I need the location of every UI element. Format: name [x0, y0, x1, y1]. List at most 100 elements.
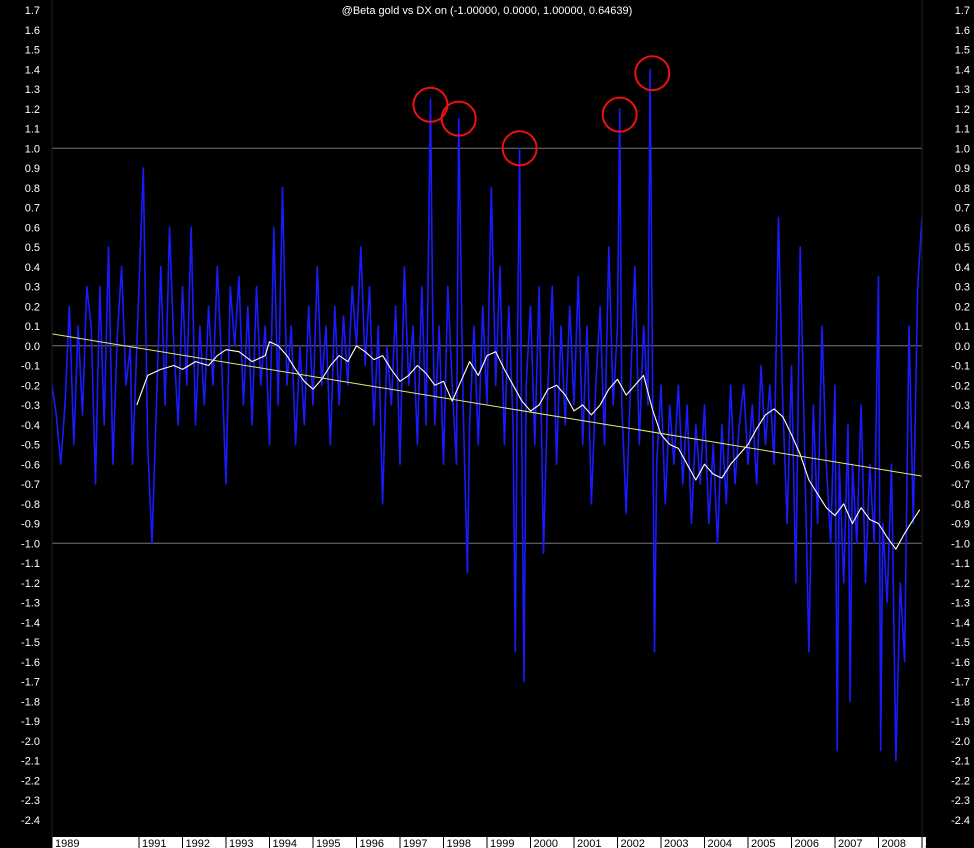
y-tick-label-left: 0.3 — [25, 282, 40, 294]
y-tick-label-right: -1.0 — [951, 538, 970, 550]
x-tick-label: 1992 — [186, 838, 210, 848]
x-tick-label: 2 — [925, 838, 931, 848]
x-tick-label: 2002 — [621, 838, 645, 848]
x-tick-label: 2005 — [751, 838, 775, 848]
x-tick-label: 1993 — [229, 838, 253, 848]
y-tick-label-left: 0.7 — [25, 203, 40, 215]
series-layer — [51, 68, 923, 762]
y-tick-label-left: -1.4 — [21, 617, 40, 629]
x-tick-label: 2003 — [664, 838, 688, 848]
y-tick-label-left: -1.6 — [21, 657, 40, 669]
series-line-trend — [51, 333, 923, 477]
y-tick-label-left: 0.9 — [25, 163, 40, 175]
y-tick-label-right: 0.1 — [955, 321, 970, 333]
y-tick-label-right: -0.1 — [951, 361, 970, 373]
x-axis: 1989 1991 1992 1993 1994 1995 1996 1997 1998 1999… — [51, 837, 931, 848]
y-tick-label-right: 1.6 — [955, 25, 970, 37]
y-tick-label-right: 1.2 — [955, 104, 970, 116]
x-tick-label: 2006 — [795, 838, 819, 848]
y-tick-label-left: 1.0 — [25, 143, 40, 155]
y-tick-label-left: 0.8 — [25, 183, 40, 195]
y-tick-label-left: 1.1 — [25, 124, 40, 136]
y-tick-label-right: -1.3 — [951, 598, 970, 610]
y-tick-label-left: -0.1 — [21, 361, 40, 373]
y-tick-label-left: -0.2 — [21, 380, 40, 392]
y-tick-label-right: -0.7 — [951, 479, 970, 491]
y-tick-label-right: 0.7 — [955, 203, 970, 215]
y-tick-label-left: 1.5 — [25, 45, 40, 57]
highlight-layer — [412, 55, 671, 167]
y-tick-label-right: -0.6 — [951, 459, 970, 471]
y-tick-label-left: 0.2 — [25, 301, 40, 313]
series-line-average — [136, 341, 921, 550]
y-tick-label-right: 0.9 — [955, 163, 970, 175]
y-tick-label-left: -1.3 — [21, 598, 40, 610]
y-tick-label-left: -1.8 — [21, 696, 40, 708]
y-tick-label-right: -1.1 — [951, 558, 970, 570]
y-tick-label-left: -1.5 — [21, 637, 40, 649]
x-tick-label: 1998 — [447, 838, 471, 848]
y-tick-label-left: 0.5 — [25, 242, 40, 254]
y-tick-label-left: 0.0 — [25, 341, 40, 353]
y-tick-label-left: 1.3 — [25, 84, 40, 96]
y-tick-label-right: -1.8 — [951, 696, 970, 708]
y-tick-label-left: -1.7 — [21, 677, 40, 689]
x-tick-label: 1989 — [55, 838, 79, 848]
y-tick-label-left: 0.6 — [25, 222, 40, 234]
y-tick-label-right: 1.5 — [955, 45, 970, 57]
x-tick-label: 2007 — [838, 838, 862, 848]
y-tick-label-right: 1.4 — [955, 64, 970, 76]
y-tick-label-left: -2.3 — [21, 795, 40, 807]
y-tick-label-right: -0.5 — [951, 440, 970, 452]
x-tick-label: 1994 — [273, 838, 297, 848]
y-tick-label-right: 1.7 — [955, 5, 970, 17]
y-tick-label-left: -1.2 — [21, 578, 40, 590]
highlight-circle — [440, 100, 477, 137]
chart-title: @Beta gold vs DX on (-1.00000, 0.0000, 1… — [342, 5, 633, 17]
y-tick-label-right: 1.3 — [955, 84, 970, 96]
y-tick-label-right: -0.4 — [951, 420, 970, 432]
y-tick-label-left: 1.6 — [25, 25, 40, 37]
y-tick-label-left: 1.4 — [25, 64, 40, 76]
y-tick-label-right: -0.8 — [951, 499, 970, 511]
y-tick-label-left: 1.7 — [25, 5, 40, 17]
y-tick-label-right: -1.6 — [951, 657, 970, 669]
y-tick-label-right: 0.5 — [955, 242, 970, 254]
y-tick-label-right: -2.4 — [951, 815, 970, 827]
y-tick-label-left: -0.8 — [21, 499, 40, 511]
y-tick-label-right: 0.8 — [955, 183, 970, 195]
x-tick-label: 1997 — [403, 838, 427, 848]
y-tick-label-left: -0.7 — [21, 479, 40, 491]
y-tick-label-left: 1.2 — [25, 104, 40, 116]
y-tick-label-left: -0.4 — [21, 420, 40, 432]
x-tick-label: 2001 — [577, 838, 601, 848]
y-tick-label-right: 0.2 — [955, 301, 970, 313]
y-tick-label-right: -2.1 — [951, 756, 970, 768]
y-tick-label-right: 0.3 — [955, 282, 970, 294]
y-tick-label-left: -1.1 — [21, 558, 40, 570]
y-tick-label-right: -0.9 — [951, 519, 970, 531]
y-tick-label-left: -0.3 — [21, 400, 40, 412]
y-tick-label-left: -2.0 — [21, 736, 40, 748]
y-tick-label-left: -1.9 — [21, 716, 40, 728]
y-tick-label-right: -2.3 — [951, 795, 970, 807]
y-tick-label-right: -2.0 — [951, 736, 970, 748]
x-tick-label: 1991 — [142, 838, 166, 848]
y-tick-label-right: -0.3 — [951, 400, 970, 412]
x-tick-label: 2008 — [882, 838, 906, 848]
y-tick-label-left: -0.5 — [21, 440, 40, 452]
y-tick-label-left: -2.2 — [21, 775, 40, 787]
x-tick-label: 2004 — [708, 838, 732, 848]
highlight-circle — [501, 130, 538, 167]
y-tick-label-left: 0.1 — [25, 321, 40, 333]
y-tick-label-right: 0.6 — [955, 222, 970, 234]
x-tick-label: 1996 — [360, 838, 384, 848]
y-tick-label-right: 1.0 — [955, 143, 970, 155]
y-tick-label-right: -1.9 — [951, 716, 970, 728]
y-tick-label-right: -1.7 — [951, 677, 970, 689]
x-tick-label: 1999 — [490, 838, 514, 848]
y-tick-label-right: -2.2 — [951, 775, 970, 787]
x-axis-strip — [52, 837, 926, 848]
